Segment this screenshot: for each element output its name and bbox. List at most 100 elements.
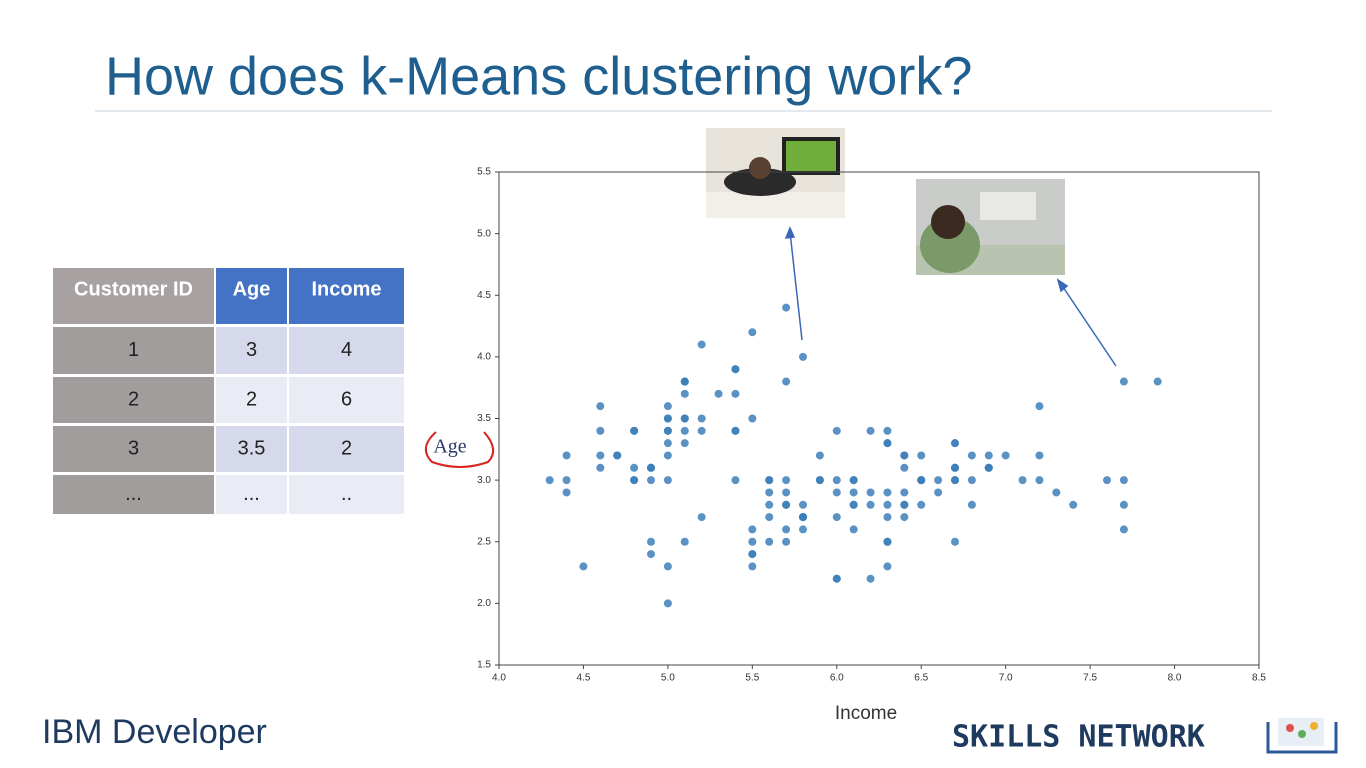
point	[951, 439, 959, 448]
point	[630, 463, 639, 472]
point	[849, 500, 858, 509]
photo-1	[706, 128, 845, 218]
header-text: Age	[233, 278, 271, 300]
point	[697, 426, 706, 435]
x-tick-label: 6.0	[830, 673, 844, 684]
point	[630, 476, 639, 485]
highlight-circle	[425, 431, 495, 468]
point	[832, 513, 841, 522]
header-text: Income	[311, 278, 381, 300]
point	[883, 439, 892, 448]
point	[748, 537, 757, 546]
point	[663, 426, 672, 435]
point	[765, 476, 774, 485]
point	[832, 426, 841, 435]
point	[832, 574, 841, 583]
point	[900, 488, 909, 497]
point	[579, 562, 588, 571]
header-cell	[53, 268, 214, 324]
point	[1119, 476, 1128, 485]
point	[663, 451, 672, 460]
x-tick-label: 4.5	[576, 673, 590, 684]
table-cell	[53, 327, 214, 374]
point	[562, 476, 571, 485]
point	[883, 537, 892, 546]
point	[900, 500, 909, 509]
point	[680, 389, 689, 398]
point	[748, 328, 757, 337]
point	[815, 451, 824, 460]
y-tick-label: 4.0	[477, 352, 491, 363]
point	[680, 426, 689, 435]
point	[934, 488, 943, 497]
y-tick-label: 1.5	[477, 660, 491, 671]
point	[866, 500, 875, 509]
table-cell	[289, 426, 404, 472]
point	[663, 402, 672, 411]
footer-network: SKILLS NETWORK	[952, 720, 1205, 755]
point	[562, 451, 571, 460]
point	[1001, 451, 1010, 460]
y-tick-label: 5.5	[477, 167, 491, 178]
point	[714, 389, 723, 398]
table-cell	[216, 327, 287, 374]
point	[951, 463, 959, 472]
point	[799, 352, 807, 361]
point	[545, 476, 554, 485]
point	[1119, 525, 1128, 534]
point	[1035, 402, 1044, 411]
table-cell	[289, 327, 404, 374]
point	[934, 476, 943, 485]
point	[883, 500, 892, 509]
point	[748, 414, 757, 423]
footer-brand: IBM Developer	[42, 713, 267, 751]
y-tick-label: 4.5	[477, 290, 491, 301]
point	[984, 463, 993, 472]
header-text: Customer ID	[74, 278, 193, 300]
x-axis-label: Income	[835, 703, 897, 724]
point	[782, 488, 791, 497]
point	[663, 599, 672, 608]
point	[1103, 476, 1111, 485]
point	[951, 476, 959, 485]
table-cell	[216, 426, 287, 472]
y-tick-label: 2.5	[477, 536, 491, 547]
point	[900, 513, 909, 522]
cell-text: 4	[341, 339, 352, 361]
table-cell	[53, 377, 214, 423]
header-cell	[289, 268, 404, 324]
table-cell	[289, 377, 404, 423]
cell-text: ...	[125, 483, 142, 505]
point	[1035, 451, 1044, 460]
point	[731, 426, 740, 435]
point	[849, 476, 858, 485]
cell-text: ..	[341, 483, 352, 505]
point	[663, 562, 672, 571]
point	[765, 500, 774, 509]
point	[917, 476, 926, 485]
point	[731, 389, 740, 398]
header-cell	[216, 268, 287, 324]
point	[782, 476, 791, 485]
point	[765, 513, 774, 522]
point	[900, 451, 909, 460]
point	[765, 488, 774, 497]
table: Customer ID Age Income 1 3 4 2 2 6 3 3.5 2........	[53, 268, 404, 514]
point	[967, 500, 976, 509]
cell-text: 6	[341, 388, 352, 410]
y-tick-label: 3.5	[477, 413, 491, 424]
point	[647, 550, 655, 559]
point	[866, 426, 875, 435]
point	[799, 500, 807, 509]
cell-text: 3	[128, 437, 139, 459]
point	[1052, 488, 1061, 497]
x-tick-label: 6.5	[914, 673, 928, 684]
point	[917, 500, 926, 509]
cell-text: 2	[128, 388, 139, 410]
point	[680, 439, 689, 448]
point	[951, 537, 959, 546]
point	[967, 451, 976, 460]
x-tick-label: 5.5	[745, 673, 759, 684]
y-tick-label: 2.0	[477, 598, 491, 609]
